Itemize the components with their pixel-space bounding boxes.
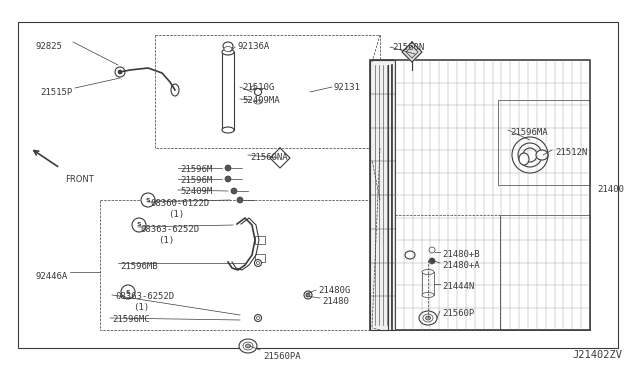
Text: 21596M: 21596M xyxy=(180,165,212,174)
Text: J21402ZV: J21402ZV xyxy=(572,350,622,360)
Bar xyxy=(18,22,618,348)
Ellipse shape xyxy=(255,89,262,96)
Text: 21596M: 21596M xyxy=(180,176,212,185)
Text: 21560NA: 21560NA xyxy=(250,153,287,162)
Text: 92131: 92131 xyxy=(333,83,360,92)
Polygon shape xyxy=(402,42,422,62)
Text: 21560PA: 21560PA xyxy=(263,352,301,361)
Circle shape xyxy=(141,193,155,207)
Text: 08363-6252D: 08363-6252D xyxy=(140,225,199,234)
Ellipse shape xyxy=(246,344,250,348)
Text: 21480G: 21480G xyxy=(318,286,350,295)
Text: S: S xyxy=(137,222,141,228)
Text: (1): (1) xyxy=(168,210,184,219)
Bar xyxy=(255,236,265,244)
Text: (1): (1) xyxy=(133,303,149,312)
Circle shape xyxy=(132,218,146,232)
Ellipse shape xyxy=(423,314,433,322)
Text: FRONT: FRONT xyxy=(65,175,93,184)
Circle shape xyxy=(306,293,310,297)
Ellipse shape xyxy=(223,42,233,50)
Ellipse shape xyxy=(222,49,234,55)
Ellipse shape xyxy=(224,46,232,51)
Circle shape xyxy=(429,258,435,264)
Text: 21480+A: 21480+A xyxy=(442,261,479,270)
Text: 21596MB: 21596MB xyxy=(120,262,157,271)
Circle shape xyxy=(115,67,125,77)
Ellipse shape xyxy=(422,269,434,275)
Text: 21512N: 21512N xyxy=(555,148,588,157)
Text: 21510G: 21510G xyxy=(242,83,275,92)
Text: 21560N: 21560N xyxy=(392,43,424,52)
Circle shape xyxy=(121,285,135,299)
Bar xyxy=(500,215,590,330)
Text: S: S xyxy=(146,198,150,202)
Circle shape xyxy=(225,165,231,171)
Bar xyxy=(255,254,265,262)
Circle shape xyxy=(237,197,243,203)
Ellipse shape xyxy=(222,127,234,133)
Text: 21400: 21400 xyxy=(597,185,624,194)
Circle shape xyxy=(231,188,237,194)
Ellipse shape xyxy=(257,317,259,320)
Circle shape xyxy=(304,291,312,299)
Ellipse shape xyxy=(257,262,259,264)
Circle shape xyxy=(118,70,122,74)
Text: 21480: 21480 xyxy=(322,297,349,306)
Ellipse shape xyxy=(243,342,253,350)
Text: 08363-6252D: 08363-6252D xyxy=(115,292,174,301)
Ellipse shape xyxy=(239,339,257,353)
Ellipse shape xyxy=(254,100,262,104)
Bar xyxy=(222,52,234,130)
Text: 21480+B: 21480+B xyxy=(442,250,479,259)
Text: 21596MC: 21596MC xyxy=(112,315,150,324)
Bar xyxy=(422,272,434,295)
Ellipse shape xyxy=(405,251,415,259)
Text: S: S xyxy=(125,289,131,295)
Circle shape xyxy=(251,86,255,90)
Ellipse shape xyxy=(512,137,548,173)
Ellipse shape xyxy=(523,148,537,162)
Text: 92825: 92825 xyxy=(35,42,62,51)
Ellipse shape xyxy=(518,143,542,167)
Text: 08360-6122D: 08360-6122D xyxy=(150,199,209,208)
Ellipse shape xyxy=(255,314,262,321)
Circle shape xyxy=(429,247,435,253)
Ellipse shape xyxy=(171,84,179,96)
Circle shape xyxy=(225,176,231,182)
Text: 21444N: 21444N xyxy=(442,282,474,291)
Text: 21515P: 21515P xyxy=(40,88,72,97)
Text: 21596MA: 21596MA xyxy=(510,128,548,137)
Text: 92136A: 92136A xyxy=(238,42,270,51)
Text: (1): (1) xyxy=(158,236,174,245)
Ellipse shape xyxy=(422,292,434,298)
Ellipse shape xyxy=(536,150,548,160)
Text: 21560P: 21560P xyxy=(442,309,474,318)
Text: 92446A: 92446A xyxy=(35,272,67,281)
Ellipse shape xyxy=(419,311,437,325)
Bar xyxy=(498,100,590,185)
Bar xyxy=(370,60,590,330)
Text: 52409MA: 52409MA xyxy=(242,96,280,105)
Bar xyxy=(370,60,395,330)
Ellipse shape xyxy=(426,316,431,320)
Ellipse shape xyxy=(519,153,529,165)
Bar xyxy=(380,215,500,330)
Bar xyxy=(100,200,380,330)
Text: 52409M: 52409M xyxy=(180,187,212,196)
Ellipse shape xyxy=(255,260,262,266)
Bar xyxy=(155,35,380,148)
